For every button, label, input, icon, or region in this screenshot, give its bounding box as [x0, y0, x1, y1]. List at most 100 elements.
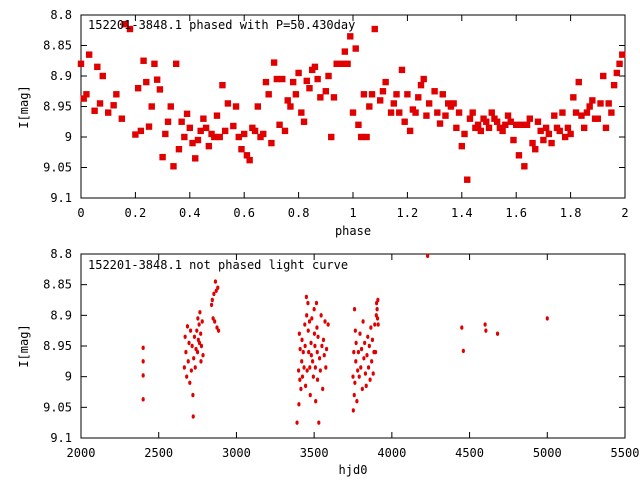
- data-point: [366, 365, 371, 370]
- data-point: [143, 78, 150, 86]
- x-tick-label: 2000: [67, 446, 96, 460]
- data-point: [559, 109, 566, 116]
- data-point: [359, 346, 364, 352]
- data-point: [186, 124, 193, 132]
- data-point: [243, 152, 251, 159]
- data-point: [369, 325, 373, 330]
- data-point: [287, 103, 294, 110]
- data-point: [202, 124, 210, 132]
- data-point: [326, 322, 330, 327]
- data-point: [145, 123, 153, 130]
- data-point: [307, 349, 311, 355]
- data-point: [485, 124, 493, 132]
- data-point: [260, 130, 267, 138]
- data-point: [352, 45, 359, 52]
- data-point: [238, 146, 245, 153]
- data-point: [322, 88, 329, 95]
- data-point: [352, 349, 356, 355]
- data-point: [488, 109, 495, 116]
- data-point: [455, 109, 463, 116]
- data-point: [474, 121, 482, 128]
- data-point: [197, 340, 202, 346]
- data-point: [83, 91, 90, 98]
- data-point: [213, 112, 221, 119]
- data-point: [534, 118, 542, 125]
- x-tick-label: 0: [77, 206, 84, 220]
- x-tick-label: 3500: [300, 446, 329, 460]
- data-point: [526, 115, 533, 122]
- data-point: [370, 359, 374, 364]
- data-point: [199, 343, 204, 349]
- data-point: [353, 328, 357, 333]
- data-point: [189, 368, 193, 373]
- data-point: [214, 288, 218, 293]
- data-point: [341, 48, 349, 55]
- data-point: [306, 328, 310, 333]
- data-point: [141, 397, 145, 402]
- data-point: [251, 127, 259, 135]
- data-point: [317, 420, 321, 425]
- data-point: [175, 146, 183, 153]
- data-point: [216, 133, 223, 141]
- data-point: [200, 115, 207, 122]
- data-point: [198, 310, 202, 315]
- data-point: [212, 291, 216, 297]
- data-point: [213, 279, 218, 284]
- data-point: [319, 313, 323, 318]
- data-point: [363, 340, 367, 346]
- data-point: [300, 374, 305, 379]
- x-tick-label: 1.6: [505, 206, 527, 220]
- data-point: [308, 365, 312, 370]
- data-point: [460, 325, 464, 330]
- data-point: [357, 133, 365, 141]
- data-point: [299, 386, 303, 392]
- data-point: [382, 78, 389, 86]
- phased-x-tick-labels: 0 0.2 0.4 0.6 0.8 1 1.2 1.4 1.6 1.8 2: [77, 206, 628, 220]
- y-tick-label: 8.85: [43, 39, 72, 53]
- data-point: [213, 319, 217, 324]
- data-point: [246, 156, 253, 164]
- data-point: [316, 334, 320, 339]
- data-point: [199, 331, 203, 336]
- data-point: [298, 346, 302, 352]
- data-point: [279, 75, 286, 83]
- data-point: [570, 94, 577, 101]
- data-point: [358, 331, 362, 336]
- phased-points: [77, 20, 626, 183]
- data-point: [361, 319, 365, 324]
- data-point: [415, 94, 422, 101]
- data-point: [85, 51, 93, 58]
- data-point: [224, 100, 232, 107]
- data-point: [315, 377, 320, 382]
- data-point: [324, 346, 329, 352]
- data-point: [284, 97, 291, 104]
- data-point: [211, 133, 218, 141]
- x-tick-label: 4500: [455, 446, 484, 460]
- y-tick-label: 9.1: [50, 431, 72, 445]
- data-point: [495, 331, 500, 336]
- data-point: [608, 109, 615, 116]
- data-point: [366, 103, 373, 110]
- data-point: [186, 359, 190, 364]
- data-point: [548, 139, 555, 147]
- data-point: [195, 328, 199, 333]
- data-point: [301, 349, 305, 355]
- data-point: [188, 328, 193, 333]
- data-point: [320, 343, 324, 349]
- data-point: [304, 294, 308, 300]
- data-point: [484, 328, 488, 333]
- data-point: [493, 118, 501, 125]
- y-tick-label: 9: [65, 130, 72, 144]
- data-point: [537, 127, 544, 135]
- phased-chart: 8.8 8.85 8.9 8.95 9 9.05 9.1 0 0.2 0.4 0.6 0.8 1 1.2…: [17, 8, 629, 238]
- data-point: [317, 94, 324, 101]
- data-point: [469, 109, 476, 116]
- data-point: [352, 392, 356, 398]
- data-point: [182, 365, 186, 370]
- y-tick-label: 9: [65, 370, 72, 384]
- data-point: [354, 359, 358, 364]
- data-point: [396, 109, 403, 116]
- data-point: [314, 75, 321, 83]
- x-tick-label: 1: [349, 206, 356, 220]
- data-point: [545, 316, 549, 321]
